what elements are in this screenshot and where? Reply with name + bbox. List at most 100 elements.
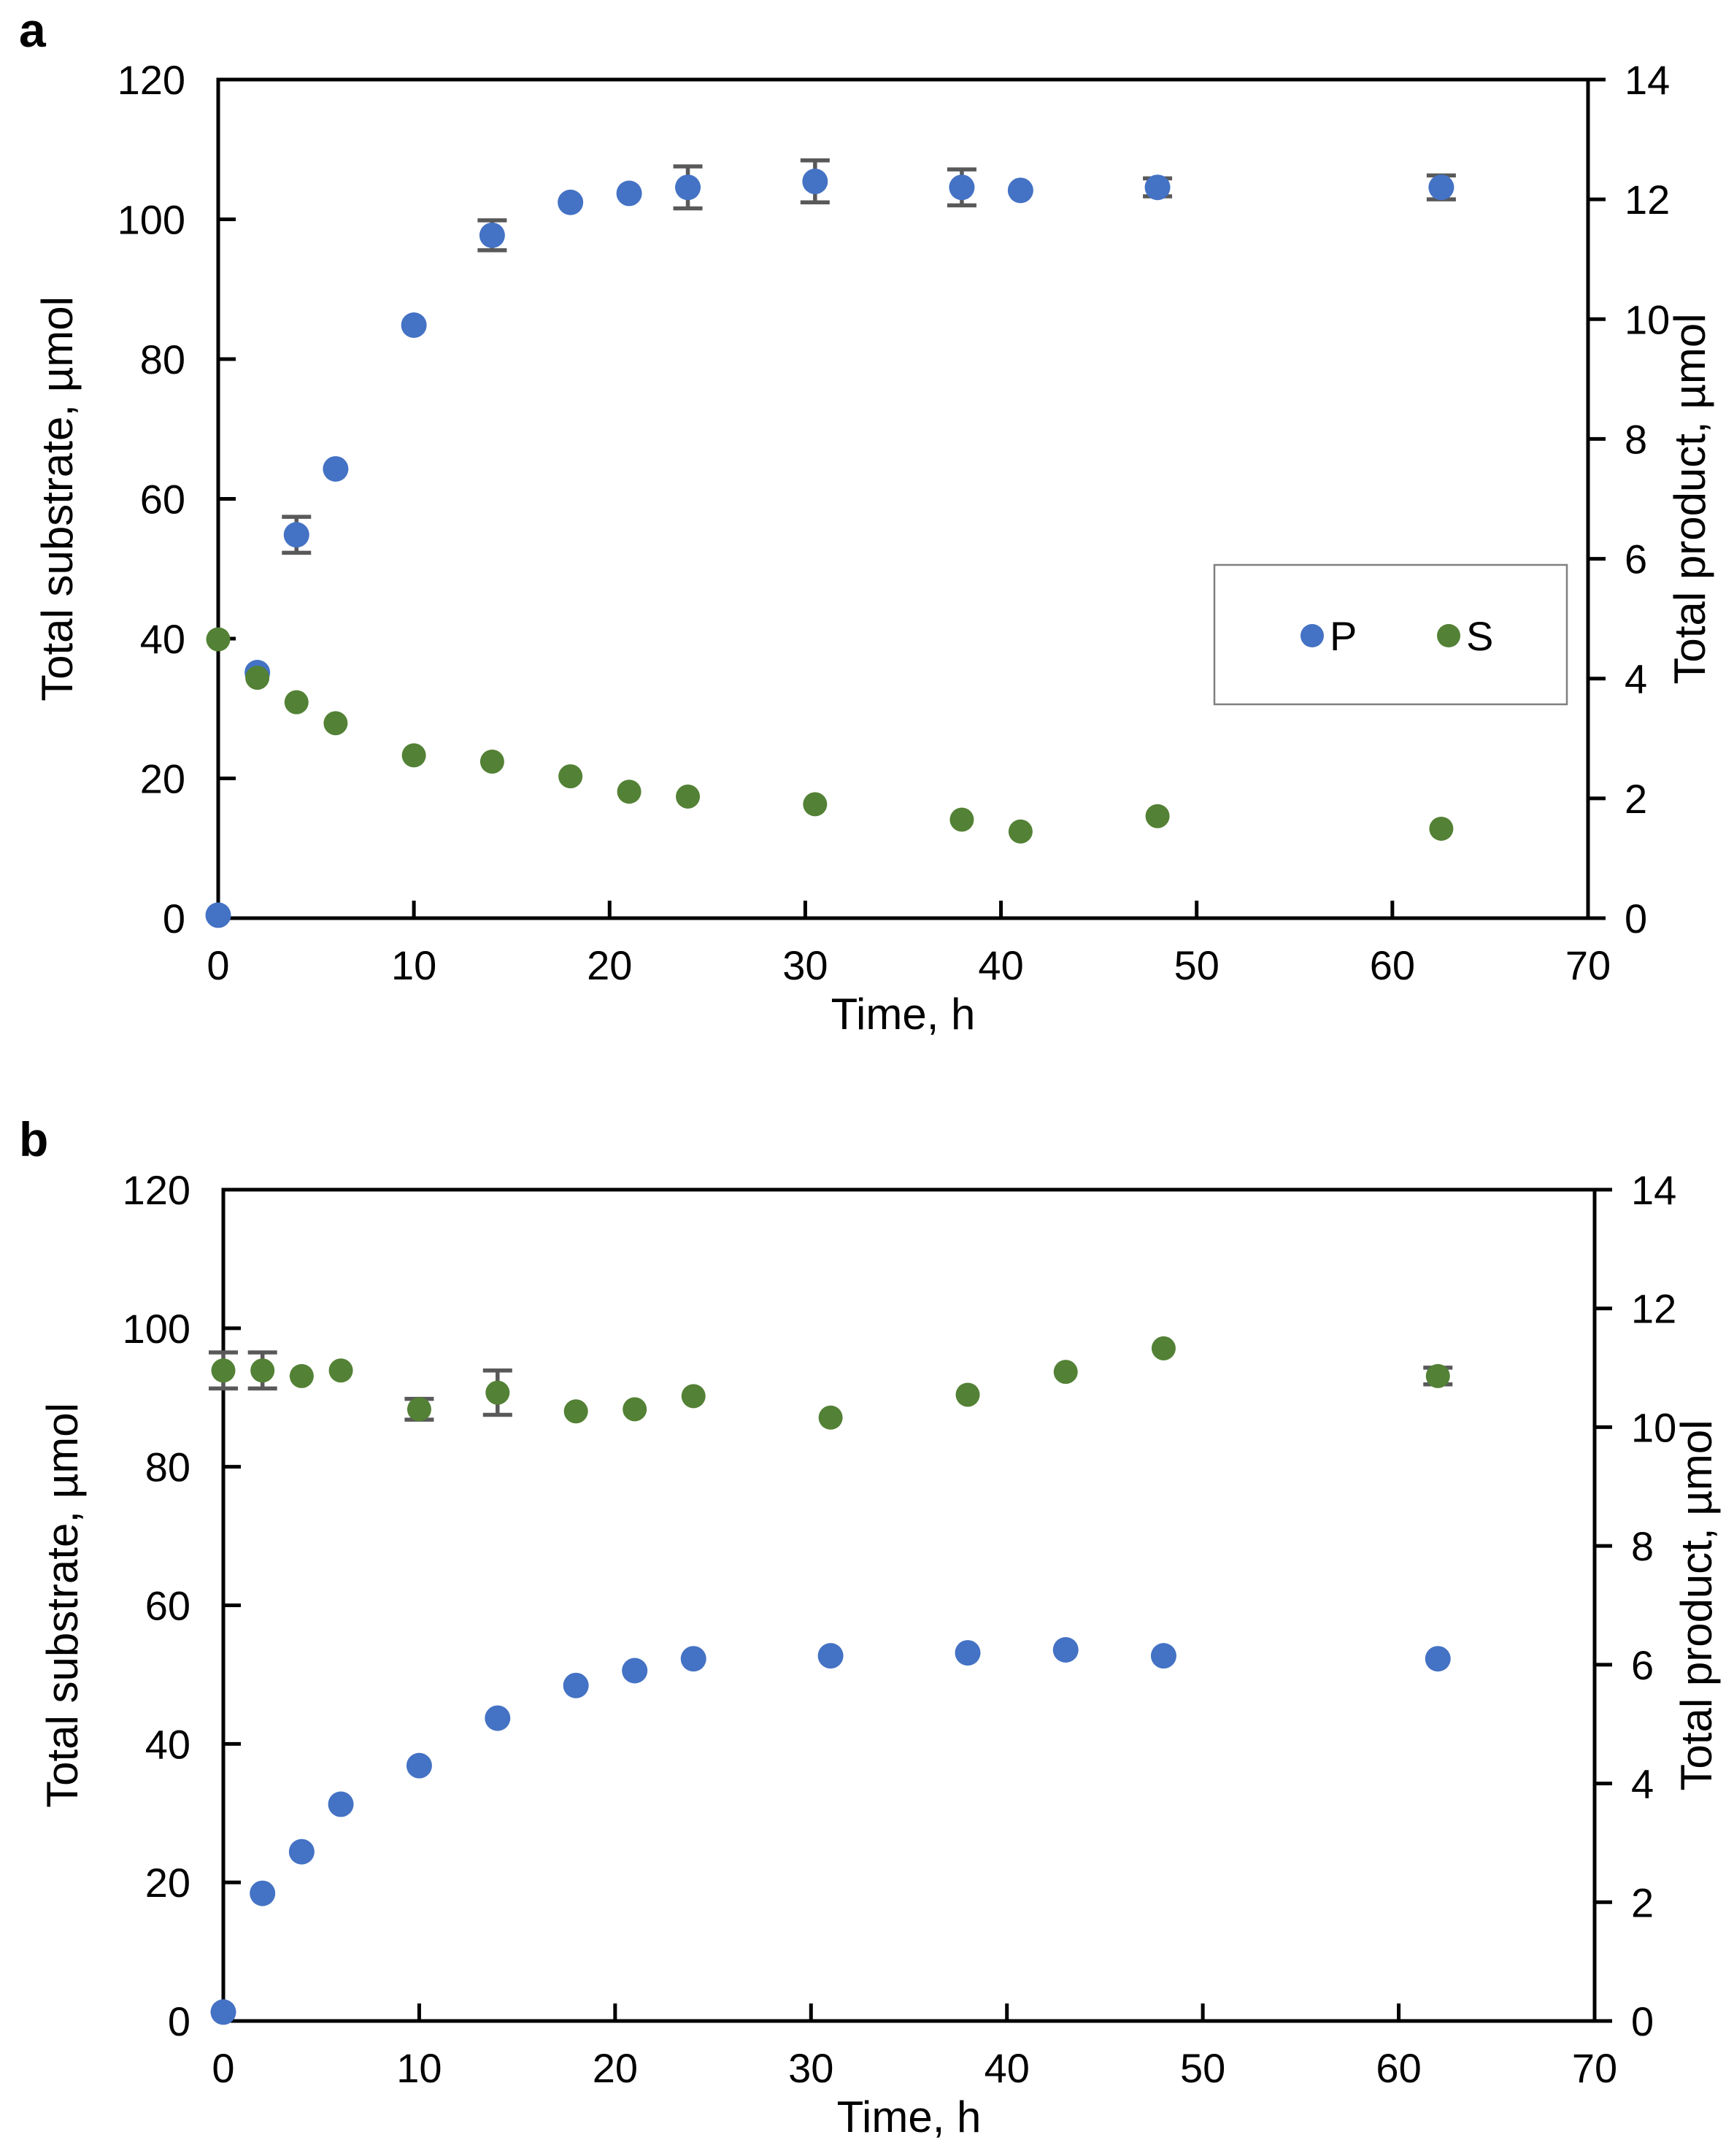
x-tick-label-a: 40 (978, 942, 1023, 988)
data-point-S-a (803, 792, 828, 817)
y-left-tick-label-a: 60 (140, 477, 185, 523)
legend-marker-P-a (1300, 624, 1324, 647)
y-left-axis-title-a: Total substrate, µmol (33, 296, 82, 701)
y-right-tick-label-a: 4 (1625, 656, 1647, 702)
data-point-P-b (406, 1752, 432, 1779)
data-point-P-a (401, 312, 427, 338)
data-point-S-a (284, 690, 309, 715)
y-right-tick-label-a: 14 (1625, 57, 1670, 103)
y-right-tick-label-a: 12 (1625, 177, 1670, 223)
data-point-S-a (479, 750, 504, 774)
y-left-tick-label-a: 100 (117, 197, 185, 243)
y-right-tick-label-b: 6 (1631, 1642, 1654, 1688)
x-tick-label-b: 40 (984, 2045, 1030, 2091)
data-point-S-b (818, 1405, 843, 1430)
data-point-P-a (558, 189, 584, 215)
x-tick-label-a: 10 (391, 942, 436, 988)
y-right-axis-title-a: Total product, µmol (1665, 313, 1714, 684)
data-point-P-b (1052, 1637, 1079, 1663)
data-point-S-a (949, 807, 974, 832)
data-point-P-a (1428, 174, 1454, 201)
data-point-P-a (283, 522, 309, 548)
data-point-P-b (1425, 1646, 1451, 1672)
x-tick-label-a: 70 (1565, 942, 1611, 988)
y-left-tick-label-a: 40 (140, 616, 185, 662)
y-left-tick-label-b: 20 (145, 1860, 190, 1906)
data-point-P-a (616, 180, 642, 207)
y-left-axis-title-b: Total substrate, µmol (38, 1403, 87, 1808)
x-axis-title-b: Time, h (837, 2093, 982, 2141)
y-right-tick-label-a: 0 (1625, 896, 1647, 942)
data-point-P-a (1144, 174, 1171, 201)
y-left-tick-label-b: 0 (168, 1998, 190, 2044)
data-point-P-b (288, 1839, 315, 1865)
y-right-tick-label-a: 8 (1625, 416, 1647, 462)
y-left-tick-label-b: 40 (145, 1721, 190, 1767)
y-left-tick-label-a: 0 (163, 896, 185, 942)
x-tick-label-a: 30 (782, 942, 828, 988)
x-tick-label-b: 0 (212, 2045, 234, 2091)
y-right-tick-label-b: 4 (1631, 1761, 1654, 1807)
data-point-S-b (623, 1397, 647, 1422)
x-tick-label-b: 70 (1572, 2045, 1617, 2091)
y-right-tick-label-a: 10 (1625, 296, 1670, 342)
data-point-P-b (622, 1658, 648, 1684)
x-tick-label-b: 30 (788, 2045, 833, 2091)
x-tick-label-b: 50 (1180, 2045, 1225, 2091)
y-left-tick-label-a: 120 (117, 57, 185, 103)
y-left-tick-label-a: 20 (140, 756, 185, 802)
plot-border-b (221, 1187, 1597, 2023)
legend-label-S-a: S (1466, 613, 1493, 659)
data-point-P-a (323, 455, 349, 482)
data-point-S-a (676, 784, 701, 809)
data-point-S-b (211, 1358, 236, 1383)
data-point-P-a (949, 174, 975, 201)
y-right-axis-title-b: Total product, µmol (1672, 1420, 1721, 1790)
data-point-S-a (1429, 816, 1454, 841)
data-point-S-b (289, 1363, 314, 1388)
data-point-S-b (485, 1380, 510, 1405)
data-point-S-a (245, 666, 270, 690)
data-point-S-b (563, 1399, 588, 1424)
data-point-P-b (817, 1643, 844, 1669)
x-tick-label-a: 0 (207, 942, 229, 988)
data-point-P-a (479, 222, 505, 248)
legend-marker-S-a (1437, 624, 1460, 647)
y-right-tick-label-a: 6 (1625, 536, 1647, 582)
data-point-P-b (680, 1646, 706, 1672)
y-right-tick-label-a: 2 (1625, 776, 1647, 822)
y-left-tick-label-b: 120 (123, 1167, 190, 1213)
panel-b-label: b (19, 1112, 49, 1166)
data-point-P-b (1150, 1643, 1176, 1669)
x-tick-label-a: 20 (587, 942, 632, 988)
data-point-P-a (205, 902, 231, 928)
y-right-tick-label-b: 12 (1631, 1286, 1676, 1332)
data-point-S-a (558, 764, 583, 789)
y-right-tick-label-b: 8 (1631, 1523, 1654, 1569)
data-point-S-b (250, 1358, 275, 1383)
x-tick-label-b: 10 (396, 2045, 442, 2091)
data-point-S-b (406, 1397, 431, 1422)
y-left-tick-label-b: 100 (123, 1306, 190, 1352)
data-point-S-a (401, 743, 426, 768)
data-point-P-b (485, 1705, 511, 1731)
data-point-S-b (1053, 1360, 1078, 1385)
y-right-tick-label-b: 14 (1631, 1167, 1676, 1213)
x-tick-label-b: 20 (593, 2045, 638, 2091)
x-tick-label-a: 50 (1174, 942, 1219, 988)
y-left-tick-label-a: 80 (140, 336, 185, 382)
data-point-P-b (955, 1640, 981, 1666)
y-left-tick-label-b: 60 (145, 1583, 190, 1629)
data-point-P-a (1007, 177, 1033, 204)
x-axis-title-a: Time, h (831, 990, 976, 1039)
data-point-P-b (250, 1880, 276, 1906)
data-point-P-b (563, 1672, 589, 1698)
legend-label-P-a: P (1330, 613, 1357, 659)
data-point-S-a (1145, 804, 1170, 828)
data-point-S-b (1425, 1363, 1450, 1388)
data-point-P-b (210, 1999, 236, 2025)
panel-a-label: a (19, 3, 46, 57)
data-point-S-b (681, 1384, 706, 1409)
data-point-S-b (955, 1382, 980, 1407)
